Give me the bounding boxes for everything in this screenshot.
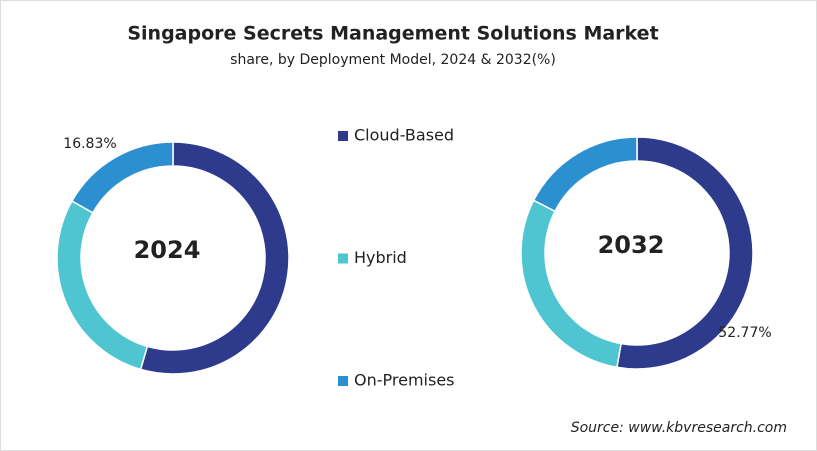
data-label: 52.77% [718, 325, 771, 341]
donut-center-label: 2032 [598, 231, 665, 259]
data-label: 16.83% [63, 136, 116, 152]
donut-segment [70, 141, 174, 214]
legend-swatch [338, 131, 348, 141]
donut-segment [532, 136, 638, 213]
chart-title: Singapore Secrets Management Solutions M… [127, 23, 658, 45]
donut-center-label: 2024 [134, 236, 201, 264]
chart-subtitle: share, by Deployment Model, 2024 & 2032(… [230, 52, 556, 68]
legend-label: Hybrid [354, 248, 407, 267]
legend-label: Cloud-Based [354, 126, 454, 145]
legend-label: On-Premises [354, 371, 455, 390]
legend-swatch [338, 376, 348, 386]
source: Source: www.kbvresearch.com [571, 420, 787, 436]
legend-swatch [338, 253, 348, 264]
donut-segment [139, 141, 290, 375]
